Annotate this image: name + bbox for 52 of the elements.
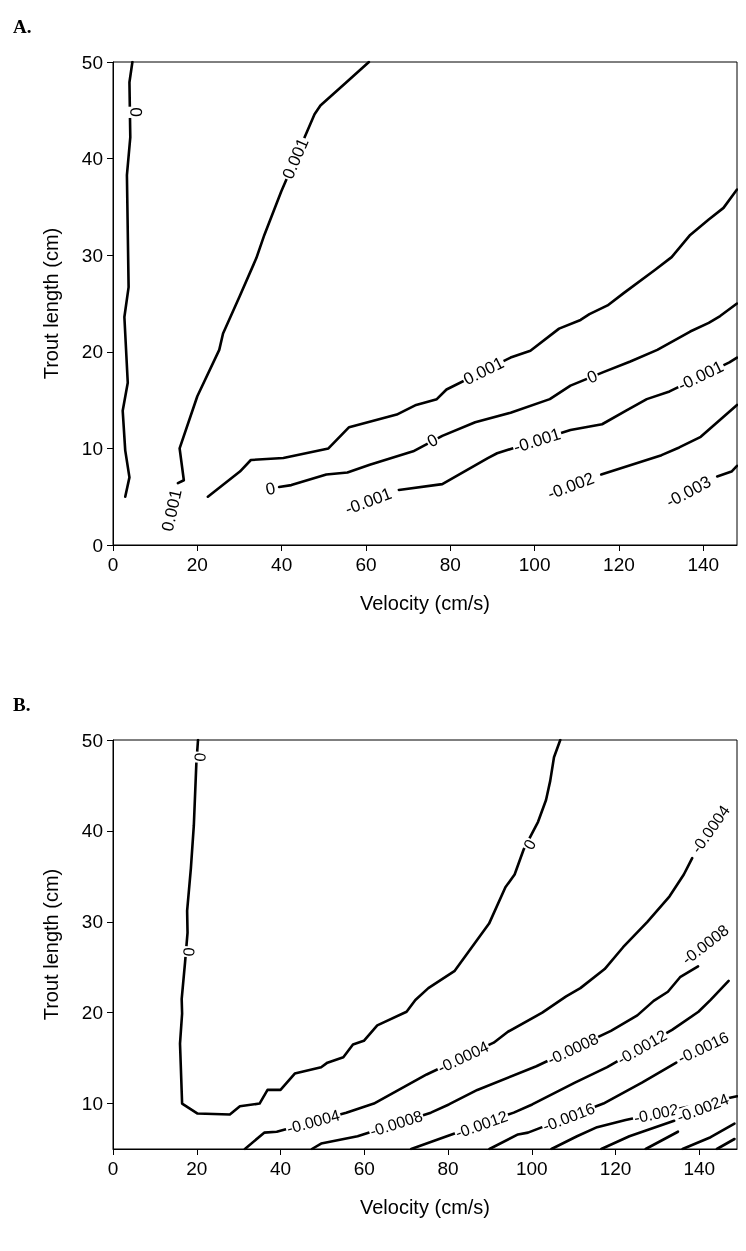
y-tick-label: 10 [81, 437, 103, 459]
annotation: 0 [191, 752, 209, 763]
annotation: -0.0004 [284, 1106, 342, 1138]
annotation: -0.0016 [540, 1099, 598, 1135]
x-tick-label: 80 [437, 1158, 459, 1179]
annotation: -0.0008 [367, 1107, 425, 1140]
x-tick-label: 120 [599, 1158, 632, 1179]
chart-title: A. [13, 16, 32, 37]
y-tick-label: 40 [81, 820, 103, 842]
annotation: -0.001 [511, 424, 563, 457]
y-tick-label: 40 [81, 148, 103, 170]
annotation: 0 [179, 946, 198, 957]
annotation: 0 [126, 107, 146, 118]
annotation: -0.001 [342, 484, 395, 519]
x-tick-label: 40 [271, 554, 293, 575]
x-axis-title: Velocity (cm/s) [359, 592, 491, 614]
annotation: -0.002 [544, 468, 597, 504]
x-tick-label: 60 [355, 554, 377, 575]
annotation: 0.001 [278, 135, 313, 182]
x-tick-label: 0 [107, 1158, 119, 1179]
x-tick-label: 40 [269, 1158, 292, 1179]
chart-title: B. [13, 694, 31, 715]
y-tick-label: 0 [92, 534, 103, 556]
annotation: -0.0012 [453, 1107, 511, 1142]
x-tick-label: 20 [186, 1158, 208, 1179]
y-axis-title: Trout length (cm) [40, 227, 62, 380]
x-tick-label: 80 [439, 554, 461, 575]
x-tick-label: 60 [353, 1158, 375, 1179]
annotation: 0 [584, 366, 601, 388]
y-tick-label: 30 [81, 244, 103, 266]
x-axis-title: Velocity (cm/s) [359, 1196, 491, 1218]
y-tick-label: 10 [81, 1093, 103, 1115]
annotation: -0.001 [674, 356, 727, 396]
y-tick-label: 20 [81, 341, 103, 363]
annotation: 0.001 [157, 487, 186, 534]
x-tick-label: 100 [518, 554, 551, 575]
x-tick-label: 140 [687, 554, 720, 575]
y-tick-label: 20 [81, 1002, 103, 1024]
annotation: 0.001 [460, 353, 507, 390]
annotation: 0 [263, 478, 278, 500]
x-tick-label: 20 [186, 554, 208, 575]
x-tick-label: 140 [683, 1158, 716, 1179]
x-tick-label: 0 [107, 554, 119, 575]
annotation: 0 [520, 836, 540, 853]
x-tick-label: 120 [603, 554, 635, 575]
annotation: -0.003 [662, 472, 715, 512]
y-tick-label: 50 [81, 729, 103, 751]
x-tick-label: 100 [515, 1158, 548, 1179]
annotation: 0 [423, 430, 442, 452]
y-tick-label: 30 [81, 911, 103, 933]
y-tick-label: 50 [81, 51, 103, 73]
y-axis-title: Trout length (cm) [40, 868, 62, 1021]
